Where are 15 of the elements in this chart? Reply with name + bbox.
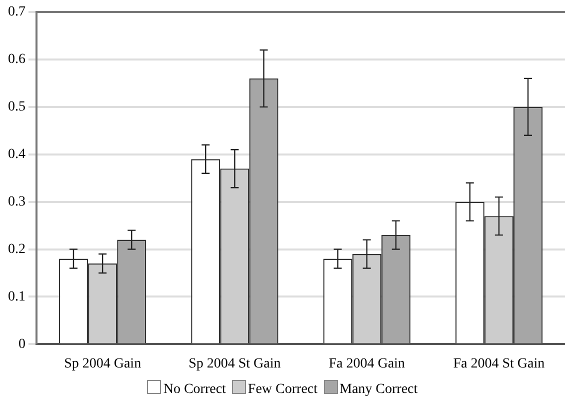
legend-label: Many Correct	[338, 382, 418, 397]
y-tick-label: 0	[18, 336, 26, 352]
text: No Correct	[162, 382, 226, 397]
y-tick-label: 0.7	[8, 4, 26, 20]
y-tick-label: 0.6	[8, 52, 26, 68]
y-tick-label: 0.2	[8, 242, 26, 257]
x-tick-label: Fa 2004 Gain	[328, 356, 405, 372]
y-tick-label: 0.3	[8, 194, 26, 210]
y-tick-label: 0.5	[8, 100, 26, 115]
legend-label: Few Correct	[246, 382, 318, 397]
x-tick-label: Sp 2004 Gain	[64, 356, 142, 372]
x-tick-label: Fa 2004 St Gain	[453, 356, 545, 372]
y-tick-label: 0.1	[8, 289, 26, 304]
y-tick-label: 0.4	[8, 147, 26, 162]
x-tick-label: Sp 2004 St Gain	[188, 356, 281, 372]
